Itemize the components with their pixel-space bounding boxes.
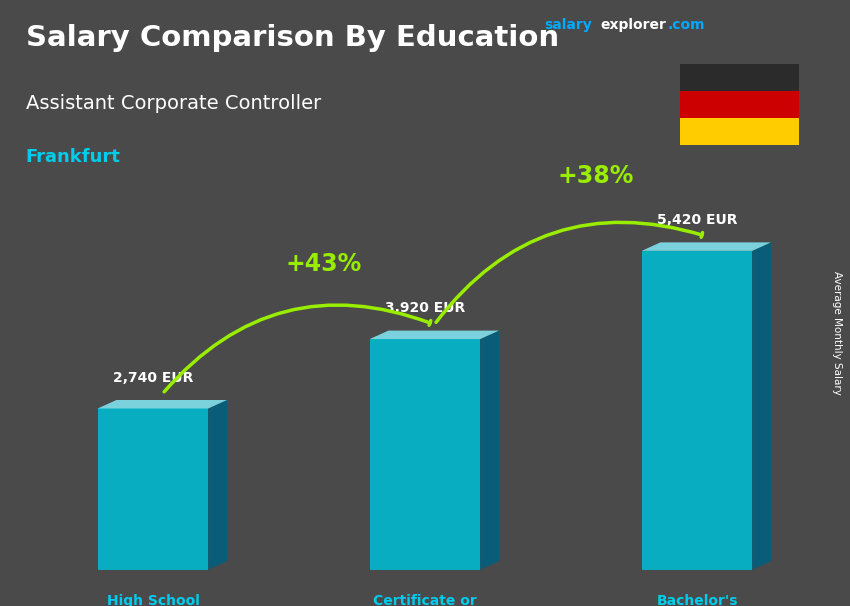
Polygon shape xyxy=(642,251,752,570)
Bar xyxy=(680,91,799,118)
Polygon shape xyxy=(98,408,208,570)
Text: 5,420 EUR: 5,420 EUR xyxy=(657,213,737,227)
Text: Assistant Corporate Controller: Assistant Corporate Controller xyxy=(26,94,320,113)
Polygon shape xyxy=(480,331,499,570)
Bar xyxy=(680,118,799,145)
Text: +43%: +43% xyxy=(286,252,362,276)
Polygon shape xyxy=(370,331,499,339)
Polygon shape xyxy=(752,242,771,570)
Text: Salary Comparison By Education: Salary Comparison By Education xyxy=(26,24,558,52)
Text: Certificate or
Diploma: Certificate or Diploma xyxy=(373,594,477,606)
Text: explorer: explorer xyxy=(600,18,666,32)
Text: .com: .com xyxy=(668,18,706,32)
Polygon shape xyxy=(98,400,227,408)
Text: Average Monthly Salary: Average Monthly Salary xyxy=(832,271,842,395)
Text: salary: salary xyxy=(544,18,592,32)
Text: 2,740 EUR: 2,740 EUR xyxy=(113,371,193,385)
Polygon shape xyxy=(370,339,480,570)
Text: Frankfurt: Frankfurt xyxy=(26,148,121,167)
Polygon shape xyxy=(642,242,771,251)
Text: +38%: +38% xyxy=(558,164,634,188)
Text: Bachelor's
Degree: Bachelor's Degree xyxy=(656,594,738,606)
Text: 3,920 EUR: 3,920 EUR xyxy=(385,301,465,316)
Polygon shape xyxy=(208,400,227,570)
Bar xyxy=(680,64,799,91)
Text: High School: High School xyxy=(106,594,200,606)
